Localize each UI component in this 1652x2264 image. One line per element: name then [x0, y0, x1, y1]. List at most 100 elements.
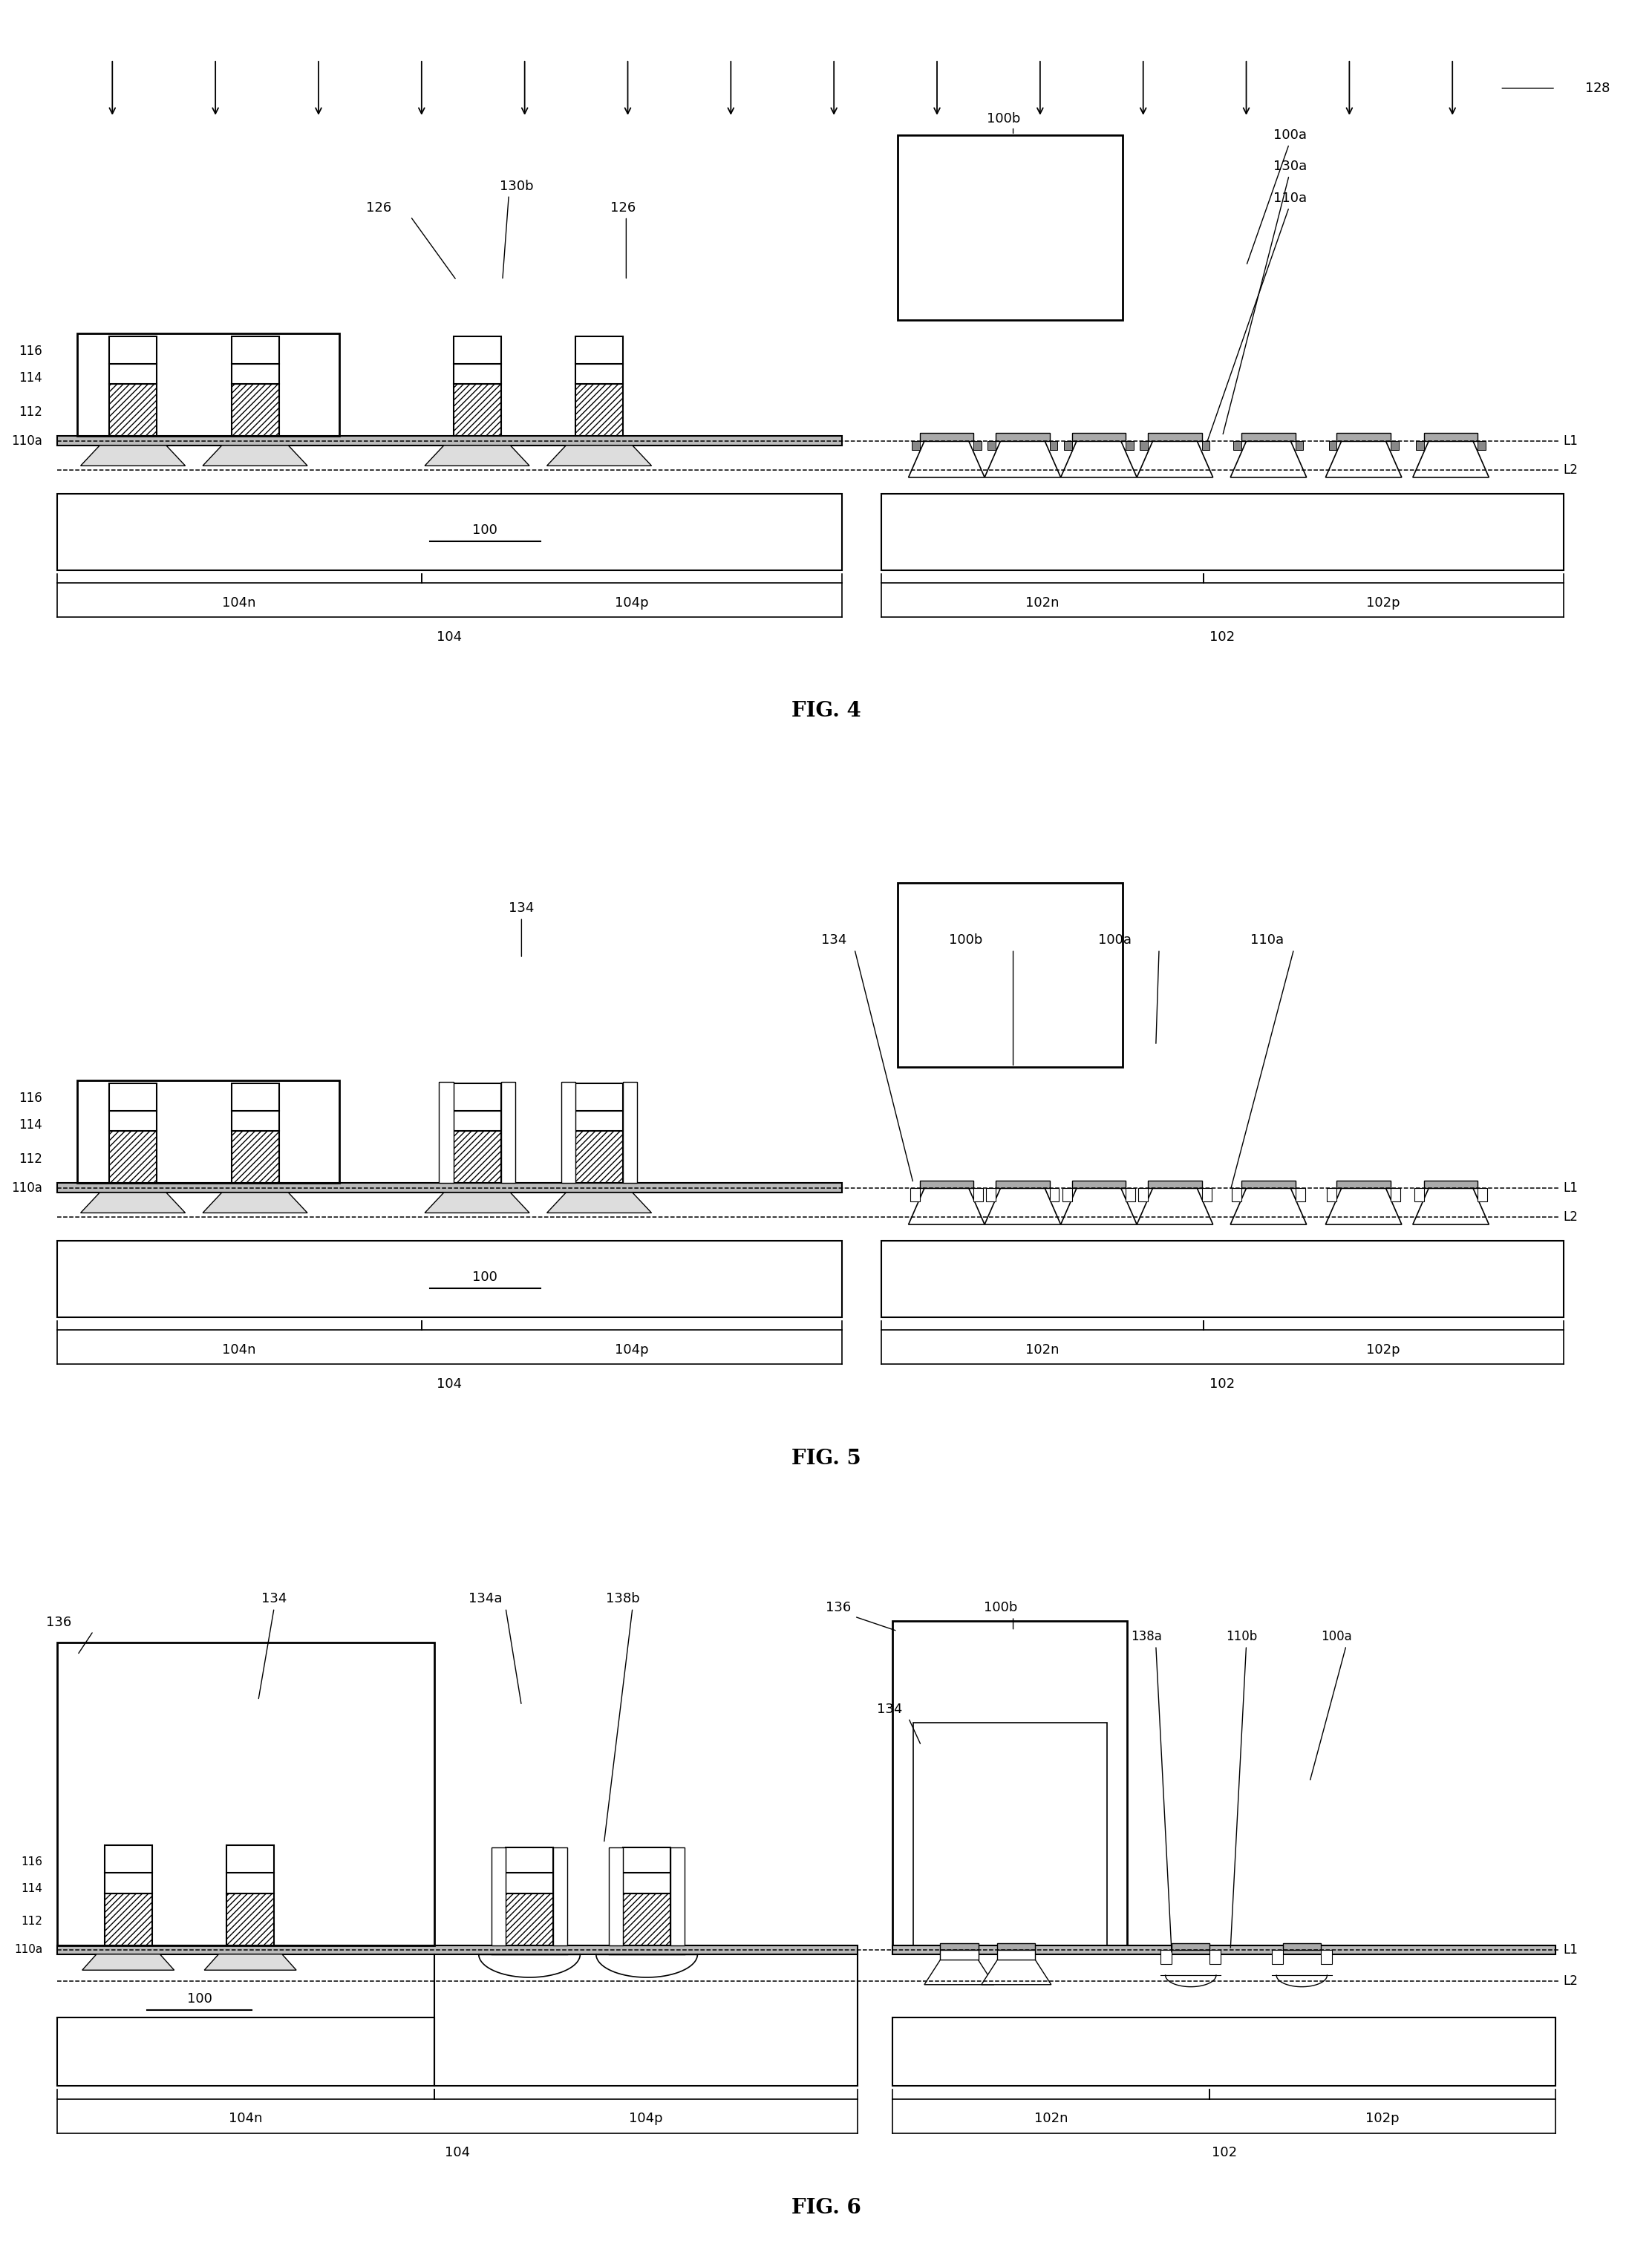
Text: 104n: 104n: [223, 1343, 256, 1356]
Text: 134: 134: [821, 933, 847, 946]
Bar: [1232, 1189, 1242, 1202]
Bar: [623, 1082, 638, 1184]
Polygon shape: [1412, 441, 1488, 478]
Text: 112: 112: [18, 1152, 43, 1166]
Bar: [1242, 1180, 1295, 1189]
Bar: [1049, 1189, 1059, 1202]
Bar: [109, 1132, 157, 1184]
Polygon shape: [1412, 1189, 1488, 1225]
Bar: [1234, 441, 1242, 451]
Polygon shape: [1061, 441, 1137, 478]
Text: 114: 114: [18, 1118, 43, 1132]
Bar: [104, 1845, 152, 1872]
Bar: [506, 1847, 553, 1872]
Bar: [892, 1945, 1556, 1954]
Polygon shape: [1231, 1189, 1307, 1225]
Bar: [1203, 441, 1209, 451]
Bar: [1295, 441, 1303, 451]
Text: 130a: 130a: [1274, 161, 1307, 172]
Text: 104: 104: [436, 1377, 463, 1390]
Bar: [882, 1241, 1563, 1318]
Text: 100b: 100b: [983, 1601, 1018, 1614]
Text: 102p: 102p: [1366, 595, 1401, 609]
Text: 100: 100: [472, 523, 497, 537]
Text: 110a: 110a: [12, 435, 43, 448]
Bar: [914, 1723, 1107, 1945]
Text: 116: 116: [18, 1091, 43, 1105]
Text: 134: 134: [877, 1703, 902, 1716]
Text: L1: L1: [1563, 435, 1578, 448]
Bar: [986, 1189, 996, 1202]
Text: FIG. 6: FIG. 6: [791, 2198, 861, 2219]
Text: 126: 126: [610, 201, 636, 215]
Bar: [1209, 1949, 1221, 1965]
Text: 102n: 102n: [1026, 1343, 1059, 1356]
Polygon shape: [1061, 1189, 1137, 1225]
Bar: [910, 1189, 920, 1202]
Text: 100a: 100a: [1274, 129, 1307, 143]
Text: 110a: 110a: [1274, 192, 1307, 206]
Text: 126: 126: [367, 201, 392, 215]
Bar: [988, 441, 996, 451]
Bar: [553, 1847, 568, 1945]
Polygon shape: [925, 1961, 995, 1986]
Bar: [1295, 1189, 1305, 1202]
Bar: [1282, 1943, 1322, 1949]
Bar: [1171, 1943, 1209, 1949]
Text: 100: 100: [187, 1992, 211, 2006]
Bar: [575, 365, 623, 385]
Bar: [996, 1180, 1049, 1189]
Bar: [1140, 441, 1148, 451]
Bar: [439, 1082, 453, 1184]
Polygon shape: [1231, 441, 1307, 478]
Bar: [1148, 1180, 1203, 1189]
Polygon shape: [985, 1189, 1061, 1225]
Text: 134a: 134a: [468, 1592, 502, 1605]
Bar: [56, 437, 843, 446]
Text: 116: 116: [21, 1856, 43, 1868]
Bar: [1272, 1949, 1282, 1965]
Text: FIG. 5: FIG. 5: [791, 1449, 861, 1469]
Polygon shape: [1325, 441, 1401, 478]
Bar: [1414, 1189, 1424, 1202]
Bar: [940, 1943, 978, 1949]
Bar: [231, 1112, 279, 1132]
Bar: [231, 1082, 279, 1112]
Bar: [1161, 1949, 1171, 1965]
Bar: [892, 1621, 1127, 1945]
Text: 102: 102: [1209, 1377, 1236, 1390]
Bar: [56, 1241, 843, 1318]
Bar: [623, 1847, 671, 1872]
Bar: [623, 1893, 671, 1945]
Text: 100b: 100b: [986, 111, 1021, 125]
Text: 102p: 102p: [1366, 1343, 1401, 1356]
Bar: [882, 494, 1563, 571]
Bar: [231, 385, 279, 437]
Bar: [897, 136, 1123, 319]
Bar: [453, 1132, 501, 1184]
Text: 112: 112: [18, 405, 43, 419]
Bar: [226, 1845, 274, 1872]
Text: 110a: 110a: [12, 1182, 43, 1195]
Polygon shape: [547, 1193, 651, 1214]
Text: 104: 104: [444, 2146, 469, 2160]
Bar: [1125, 441, 1133, 451]
Bar: [453, 1082, 501, 1112]
Bar: [996, 432, 1049, 441]
Bar: [1049, 441, 1057, 451]
Bar: [109, 385, 157, 437]
Text: 104n: 104n: [228, 2112, 263, 2126]
Bar: [575, 385, 623, 437]
Polygon shape: [909, 1189, 985, 1225]
Bar: [912, 441, 920, 451]
Bar: [231, 365, 279, 385]
Bar: [1242, 432, 1295, 441]
Bar: [897, 883, 1123, 1066]
Polygon shape: [205, 1954, 296, 1970]
Text: 100a: 100a: [1322, 1630, 1353, 1644]
Bar: [892, 2017, 1556, 2085]
Bar: [998, 1943, 1036, 1949]
Polygon shape: [425, 446, 529, 466]
Text: 112: 112: [21, 1915, 43, 1927]
Text: L2: L2: [1563, 1211, 1578, 1225]
